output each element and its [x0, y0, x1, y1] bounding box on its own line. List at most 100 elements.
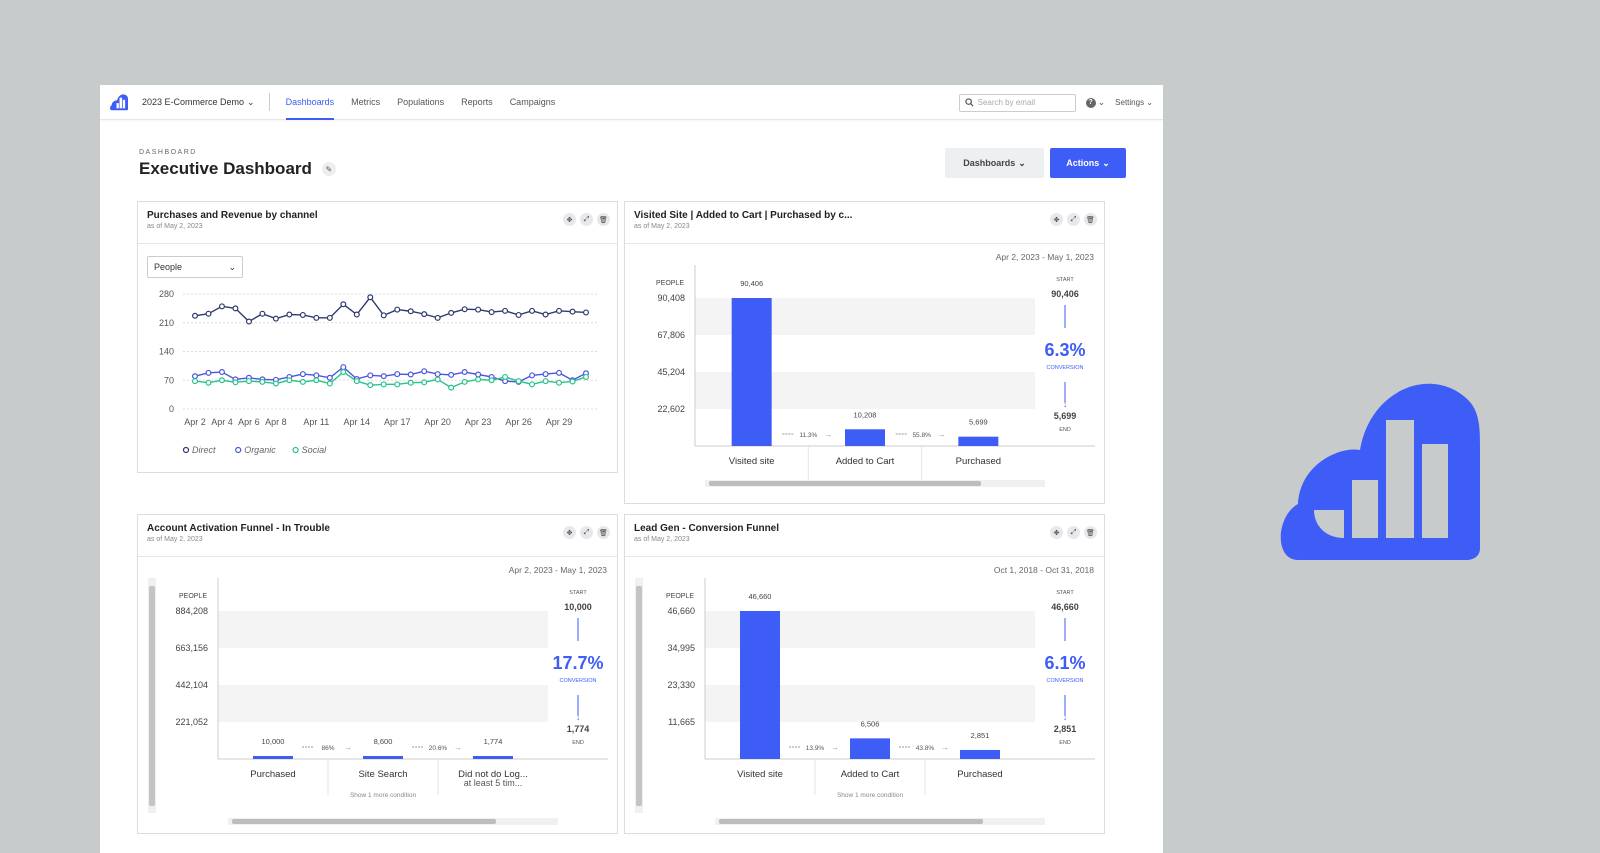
- settings-label: Settings: [1115, 98, 1145, 107]
- conversion-rate: 6.3%: [1044, 340, 1085, 360]
- data-point: [529, 307, 536, 314]
- y-axis-label: PEOPLE: [666, 593, 694, 600]
- dashboards-button[interactable]: Dashboards ⌄: [945, 148, 1044, 178]
- page-title: Executive Dashboard: [139, 159, 312, 178]
- data-point: [191, 373, 198, 380]
- legend-label: Organic: [244, 445, 276, 455]
- data-point: [232, 379, 239, 386]
- end-value: 1,774: [567, 724, 590, 734]
- y-tick-label: 884,208: [175, 606, 208, 616]
- actions-button[interactable]: Actions ⌄: [1050, 148, 1126, 178]
- trash-icon[interactable]: 🗑: [597, 213, 610, 226]
- legend-label: Direct: [192, 445, 216, 455]
- data-point: [299, 311, 306, 318]
- funnel-bar: [850, 738, 890, 759]
- data-point: [502, 307, 509, 314]
- start-label: START: [1056, 590, 1074, 596]
- move-icon[interactable]: ✥: [1050, 526, 1063, 539]
- settings-menu[interactable]: Settings ⌄: [1115, 98, 1153, 107]
- arrow-down-icon: ↓: [1063, 713, 1067, 722]
- nav-populations[interactable]: Populations: [397, 97, 445, 107]
- card-title: Account Activation Funnel - In Trouble: [147, 523, 330, 534]
- data-point: [218, 377, 225, 384]
- data-point: [232, 305, 239, 312]
- help-menu[interactable]: ? ⌄: [1085, 97, 1106, 108]
- data-point: [394, 371, 401, 378]
- trash-icon[interactable]: 🗑: [1084, 213, 1097, 226]
- data-point: [380, 381, 387, 388]
- workspace-selector[interactable]: 2023 E-Commerce Demo ⌄: [142, 93, 270, 111]
- data-point: [542, 378, 549, 385]
- move-icon[interactable]: ✥: [1050, 213, 1063, 226]
- data-point: [434, 371, 441, 378]
- y-tick-label: 140: [159, 347, 174, 357]
- metric-select-value: People: [154, 262, 183, 272]
- workspace-name: 2023 E-Commerce Demo: [142, 97, 245, 107]
- category-label: Visited site: [737, 769, 783, 780]
- data-point: [475, 371, 482, 378]
- expand-icon[interactable]: ⤢: [580, 526, 593, 539]
- funnel-bar: [845, 429, 885, 446]
- nav-metrics[interactable]: Metrics: [351, 97, 381, 107]
- x-tick-label: Apr 23: [465, 417, 492, 427]
- trash-icon[interactable]: 🗑: [597, 526, 610, 539]
- top-navigation-bar: 2023 E-Commerce Demo ⌄ Dashboards Metric…: [100, 85, 1163, 120]
- bar-value-label: 46,660: [749, 592, 772, 601]
- page-eyebrow: DASHBOARD: [139, 149, 197, 156]
- data-point: [272, 315, 279, 322]
- series-line-direct: [194, 296, 587, 323]
- card-lead-gen-funnel: Lead Gen - Conversion Funnel as of May 2…: [624, 514, 1105, 834]
- expand-icon[interactable]: ⤢: [1067, 526, 1080, 539]
- data-point: [299, 371, 306, 378]
- horizontal-scrollbar-thumb[interactable]: [232, 819, 496, 824]
- grid-band: [218, 685, 548, 722]
- nav-campaigns[interactable]: Campaigns: [509, 97, 556, 107]
- expand-icon[interactable]: ⤢: [580, 213, 593, 226]
- category-label: Purchased: [250, 769, 295, 780]
- y-tick-label: 11,665: [668, 717, 695, 727]
- data-point: [394, 381, 401, 388]
- data-point: [272, 380, 279, 387]
- move-icon[interactable]: ✥: [563, 526, 576, 539]
- funnel-chart: 11,665 23,330 34,995 46,660 PEOPLE 46,660 Visi…: [635, 578, 1095, 825]
- nav-reports[interactable]: Reports: [461, 97, 493, 107]
- trash-icon[interactable]: 🗑: [1084, 526, 1097, 539]
- y-tick-label: 0: [169, 404, 174, 414]
- data-point: [583, 373, 590, 380]
- y-tick-label: 70: [164, 375, 174, 385]
- step-rate-label: 13.9%: [806, 745, 825, 752]
- vertical-scrollbar-thumb[interactable]: [149, 586, 155, 806]
- data-point: [542, 371, 549, 378]
- horizontal-scrollbar-thumb[interactable]: [709, 481, 981, 486]
- data-point: [326, 374, 333, 381]
- move-icon[interactable]: ✥: [563, 213, 576, 226]
- step-rate-label: 55.8%: [912, 432, 931, 439]
- start-value: 46,660: [1051, 602, 1079, 612]
- funnel-bar: [740, 611, 780, 759]
- data-point: [475, 376, 482, 383]
- y-tick-label: 663,156: [175, 643, 208, 653]
- category-label: Added to Cart: [841, 769, 900, 780]
- data-point: [259, 310, 266, 317]
- data-point: [529, 372, 536, 379]
- search-input[interactable]: [977, 98, 1068, 107]
- actions-button-label: Actions: [1066, 158, 1100, 168]
- search-icon: [964, 98, 974, 107]
- app-logo-icon[interactable]: [110, 93, 128, 111]
- funnel-bar: [363, 756, 403, 759]
- data-point: [191, 378, 198, 385]
- pencil-icon[interactable]: ✎: [321, 162, 336, 176]
- nav-dashboards[interactable]: Dashboards: [285, 85, 344, 120]
- horizontal-scrollbar-thumb[interactable]: [719, 819, 983, 824]
- chevron-down-icon: ⌄: [1097, 97, 1106, 107]
- card-subtitle: as of May 2, 2023: [634, 223, 690, 230]
- metric-select[interactable]: People ⌄: [147, 256, 243, 278]
- category-label: Site Search: [358, 769, 407, 780]
- brand-logo-icon: [1280, 383, 1480, 560]
- category-sublabel: Show 1 more condition: [837, 792, 904, 799]
- expand-icon[interactable]: ⤢: [1067, 213, 1080, 226]
- data-point: [340, 301, 347, 308]
- vertical-scrollbar-thumb[interactable]: [636, 586, 642, 806]
- data-point: [340, 369, 347, 376]
- y-tick-label: 34,995: [667, 643, 695, 653]
